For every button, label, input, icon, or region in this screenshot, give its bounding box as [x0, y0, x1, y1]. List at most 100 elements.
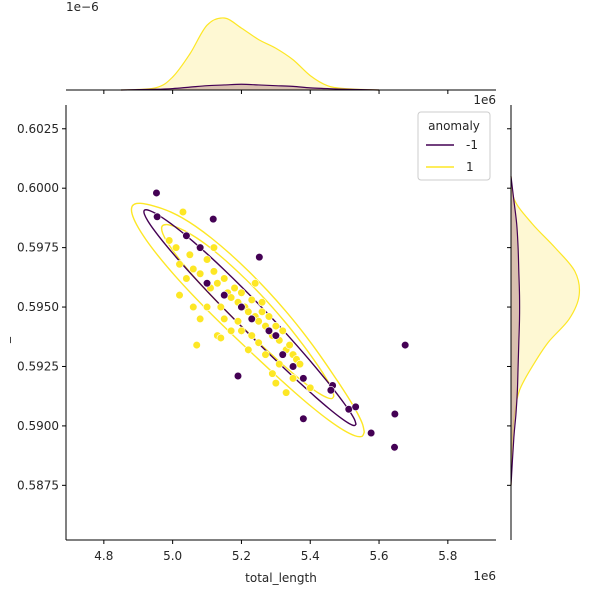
- scatter-point-1: [202, 255, 212, 264]
- legend-title: anomaly: [428, 119, 480, 133]
- scatter-point-1: [227, 293, 236, 302]
- scatter-point-neg1: [351, 402, 360, 411]
- y-tick-label: 0.5900: [17, 419, 59, 433]
- scatter-point-1: [278, 326, 287, 335]
- scatter-point-1: [254, 317, 263, 326]
- top-marginal-density: [121, 17, 380, 91]
- top-marginal-offset-text: 1e−6: [66, 0, 99, 14]
- scatter-point-neg1: [401, 340, 410, 350]
- scatter-point-1: [202, 302, 212, 312]
- scatter-point-1: [196, 269, 205, 278]
- scatter-point-1: [220, 314, 229, 324]
- scatter-point-neg1: [237, 302, 246, 312]
- y-tick-label: 0.5925: [17, 359, 59, 373]
- kde-contour-neg1: [143, 209, 357, 427]
- axes: 4.8 5.0 5.2 5.4 5.6 5.8 0.5875 0.5900 0.5925 0.59…: [17, 89, 512, 563]
- scatter-point-1: [213, 279, 222, 288]
- y-tick-label: 0.6000: [17, 181, 59, 195]
- legend: anomaly -1 1: [417, 111, 491, 181]
- scatter-point-1: [282, 388, 291, 397]
- y-tick-label: 0.5875: [17, 478, 59, 492]
- scatter-point-1: [165, 236, 174, 245]
- scatter-point-1: [227, 326, 236, 335]
- scatter-point-neg1: [255, 253, 264, 262]
- scatter-point-1: [295, 359, 305, 369]
- scatter-point-1: [189, 264, 198, 274]
- legend-label-1: 1: [466, 160, 474, 174]
- scatter-point-1: [175, 291, 184, 300]
- scatter-point-1: [178, 207, 188, 217]
- scatter-point-1: [230, 283, 239, 293]
- scatter-point-1: [257, 298, 267, 307]
- scatter-point-1: [216, 302, 225, 312]
- right-density-neg1-fill: [511, 176, 520, 486]
- scatter-point-1: [275, 359, 284, 369]
- x-tick-label: 5.2: [232, 549, 251, 563]
- kde-contour-1-outer: [130, 202, 366, 438]
- scatter-point-1: [216, 333, 225, 343]
- y-tick-label: 0.5975: [17, 241, 59, 255]
- scatter-point-1: [171, 243, 181, 252]
- scatter-point-neg1: [390, 409, 399, 419]
- x-tick-label: 5.6: [369, 549, 388, 563]
- scatter-point-neg1: [271, 331, 280, 340]
- scatter-point-neg1: [299, 374, 308, 383]
- right-density-1-fill: [511, 176, 580, 486]
- scatter-point-neg1: [196, 243, 205, 252]
- scatter-point-neg1: [344, 405, 353, 414]
- scatter-point-1: [264, 312, 274, 321]
- scatter-point-1: [285, 340, 294, 350]
- x-tick-label: 5.0: [163, 549, 182, 563]
- scatter-point-neg1: [182, 231, 191, 240]
- scatter-point-1: [192, 340, 201, 350]
- y-offset-text: 1e6: [473, 93, 496, 107]
- right-density-neg1-line: [510, 176, 521, 486]
- scatter-point-neg1: [288, 362, 298, 371]
- scatter-point-neg1: [390, 443, 399, 452]
- x-offset-text: 1e6: [473, 569, 496, 583]
- scatter-point-1: [185, 250, 194, 259]
- scatter-point-neg1: [367, 428, 376, 438]
- kde-contour-1-inner: [160, 223, 335, 400]
- scatter-point-1: [271, 321, 280, 331]
- y-axis-label: _: [0, 336, 11, 344]
- scatter-point-1: [220, 274, 229, 283]
- scatter-point-1: [306, 383, 315, 392]
- scatter-point-1: [182, 274, 191, 283]
- scatter-point-1: [233, 317, 243, 326]
- scatter-point-neg1: [326, 386, 335, 395]
- legend-label-neg1: -1: [466, 138, 478, 152]
- scatter-point-1: [189, 302, 198, 312]
- y-tick-label: 0.5950: [17, 300, 59, 314]
- legend-frame: [417, 111, 491, 181]
- scatter-point-1: [251, 279, 260, 288]
- x-axis-label: total_length: [245, 571, 317, 585]
- scatter-point-neg1: [299, 414, 308, 423]
- scatter-point-1: [288, 374, 298, 383]
- scatter-point-neg1: [233, 371, 243, 381]
- scatter-point-1: [247, 331, 256, 340]
- scatter-point-1: [257, 307, 267, 316]
- scatter-point-1: [244, 345, 253, 354]
- main-scatter-plot: [130, 188, 410, 452]
- y-tick-label: 0.6025: [17, 122, 59, 136]
- scatter-point-1: [261, 350, 270, 359]
- top-density-1-fill: [121, 17, 380, 90]
- scatter-point-neg1: [264, 326, 274, 335]
- scatter-point-1: [175, 260, 184, 269]
- right-marginal-density: [510, 176, 581, 486]
- top-density-neg1-line: [121, 83, 380, 91]
- top-density-1-line: [121, 17, 380, 91]
- scatter-point-1: [268, 369, 277, 378]
- scatter-point-neg1: [153, 212, 162, 221]
- scatter-point-neg1: [278, 350, 287, 359]
- x-tick-label: 5.4: [301, 549, 320, 563]
- scatter-point-1: [209, 243, 219, 252]
- scatter-point-1: [209, 267, 219, 276]
- scatter-point-1: [244, 307, 253, 316]
- scatter-point-1: [254, 338, 263, 347]
- scatter-point-neg1: [247, 314, 256, 324]
- x-tick-label: 4.8: [94, 549, 113, 563]
- scatter-point-neg1: [209, 214, 218, 224]
